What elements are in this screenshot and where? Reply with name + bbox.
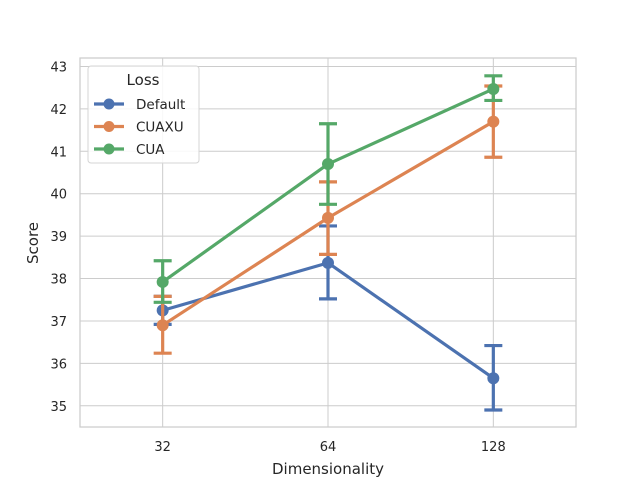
y-tick-label: 40 [50, 188, 67, 203]
y-tick-label: 36 [50, 357, 67, 372]
data-point [156, 275, 169, 288]
data-point [487, 115, 500, 128]
y-tick-label: 42 [50, 103, 67, 118]
data-point [487, 82, 500, 95]
plot-frame [79, 57, 577, 428]
data-point [487, 372, 500, 385]
x-tick-label: 32 [154, 440, 171, 455]
legend-items: Default CUAXU CUA [94, 97, 185, 158]
y-tick-label: 39 [50, 230, 67, 245]
series-cua [153, 74, 503, 304]
legend-marker [103, 143, 115, 155]
legend-box [87, 65, 200, 164]
legend-title: Loss [127, 71, 160, 89]
legend-label: CUAXU [136, 120, 184, 136]
data-point [322, 158, 334, 171]
series-layer [153, 74, 503, 412]
data-point [322, 256, 334, 269]
y-tick-labels: 35 36 37 38 39 40 41 42 43 [50, 60, 67, 414]
data-point [322, 211, 334, 224]
x-tick-labels: 32 64 128 [154, 440, 505, 455]
legend-label: Default [136, 97, 185, 113]
series-cuaxu [153, 84, 503, 355]
y-tick-label: 35 [50, 400, 67, 415]
legend: Loss Default CUAXU CUA [87, 65, 200, 164]
legend-marker [103, 98, 115, 110]
x-tick-label: 128 [481, 440, 506, 455]
legend-marker [103, 121, 115, 132]
y-tick-label: 38 [50, 273, 67, 288]
y-tick-label: 43 [50, 60, 67, 75]
x-axis-label: Dimensionality [272, 460, 384, 478]
legend-label: CUA [136, 142, 165, 158]
x-tick-label: 64 [320, 440, 337, 455]
data-point [156, 319, 169, 332]
y-tick-label: 37 [50, 315, 67, 330]
y-tick-label: 41 [50, 145, 67, 160]
y-axis-label: Score [24, 222, 42, 264]
